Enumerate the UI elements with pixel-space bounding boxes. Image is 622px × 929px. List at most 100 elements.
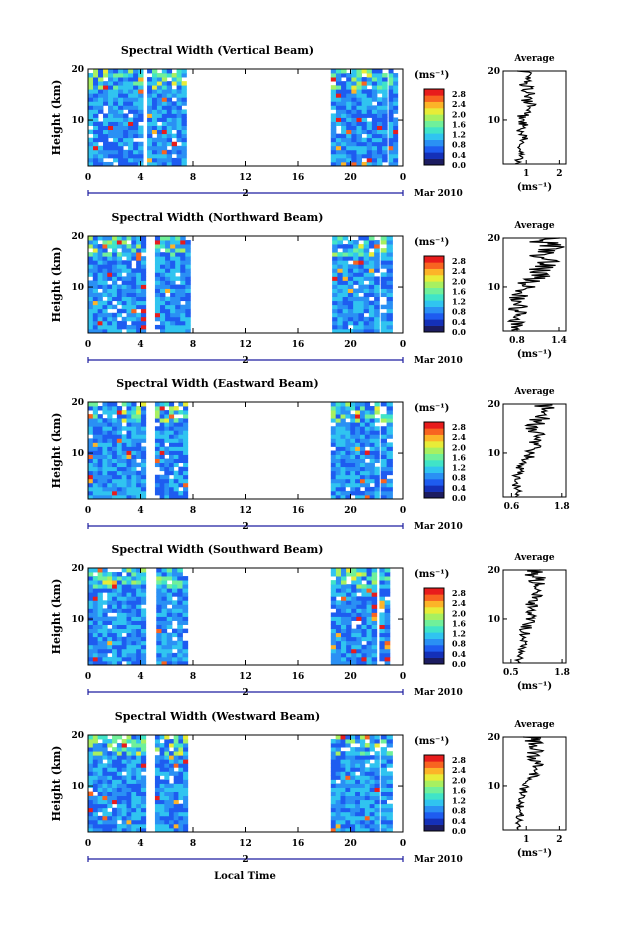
heatmap-cell <box>138 113 144 118</box>
heatmap-cell <box>177 604 183 609</box>
heatmap-cell <box>131 624 137 630</box>
heatmap-cell <box>116 414 123 419</box>
heatmap-cell <box>97 632 103 638</box>
heatmap-cell <box>102 652 108 658</box>
heatmap-cell <box>165 276 171 281</box>
heatmap-cell <box>121 482 127 488</box>
heatmap-cell <box>171 89 177 94</box>
heatmap-cell <box>340 410 346 415</box>
heatmap-cell <box>97 256 103 261</box>
heatmap-cell <box>386 743 393 748</box>
heatmap-cell <box>358 316 365 322</box>
heatmap-cell <box>337 280 344 285</box>
heatmap-cell <box>126 771 132 776</box>
heatmap-cell <box>108 141 114 147</box>
heatmap-cell <box>107 256 113 261</box>
heatmap-cell <box>175 236 181 241</box>
heatmap-cell <box>380 791 387 797</box>
heatmap-cell <box>166 129 173 135</box>
heatmap-cell <box>380 823 387 829</box>
heatmap-cell <box>92 320 99 326</box>
heatmap-cell <box>185 320 191 326</box>
heatmap-cell <box>170 320 176 326</box>
heatmap-cell <box>107 478 113 484</box>
heatmap-cell <box>374 288 380 293</box>
heatmap-cell <box>374 803 380 809</box>
heatmap-cell <box>379 588 386 593</box>
heatmap-cell <box>97 260 103 265</box>
heatmap-cell <box>356 596 362 601</box>
heatmap-cell <box>361 105 368 110</box>
heatmap-cell <box>330 807 337 813</box>
heatmap-cell <box>371 624 378 630</box>
heatmap-cell <box>166 592 173 597</box>
heatmap-cell <box>107 300 113 306</box>
heatmap-cell <box>133 81 139 86</box>
heatmap-cell <box>346 81 352 86</box>
heatmap-cell <box>161 636 168 642</box>
heatmap-cell <box>355 755 361 760</box>
heatmap-cell <box>361 113 368 118</box>
heatmap-cell <box>353 256 359 261</box>
heatmap-cell <box>88 418 94 423</box>
heatmap-cell <box>102 612 108 617</box>
heatmap-cell <box>102 799 108 805</box>
heatmap-cell <box>92 422 99 427</box>
heatmap-cell <box>136 735 142 740</box>
heatmap-cell <box>359 799 366 805</box>
heatmap-cell <box>166 81 173 86</box>
heatmap-cell <box>388 89 394 94</box>
heatmap-cell <box>369 779 375 784</box>
heatmap-cell <box>92 240 99 245</box>
heatmap-cell <box>112 466 118 472</box>
heatmap-cell <box>154 324 161 330</box>
heatmap-cell <box>330 656 337 662</box>
colorbar-tick-label: 2.4 <box>452 99 466 109</box>
heatmap-cell <box>345 466 351 472</box>
heatmap-cell <box>380 264 387 269</box>
heatmap-cell <box>386 320 393 326</box>
heatmap-cell <box>147 153 153 159</box>
heatmap-cell <box>131 803 137 809</box>
heatmap-cell <box>366 77 373 82</box>
heatmap-cell <box>388 121 394 126</box>
heatmap-cell <box>121 450 127 455</box>
heatmap-cell <box>346 125 352 131</box>
heatmap-cell <box>133 105 139 110</box>
heatmap-cell <box>345 454 351 459</box>
heatmap-cell <box>347 292 354 298</box>
heatmap-cell <box>335 430 341 435</box>
heatmap-cell <box>330 153 337 159</box>
heatmap-cell <box>140 248 147 253</box>
heatmap-cell <box>131 656 137 662</box>
heatmap-cell <box>112 763 118 768</box>
heatmap-cell <box>369 470 375 476</box>
heatmap-cell <box>335 608 342 613</box>
heatmap-cell <box>379 640 386 646</box>
heatmap-cell <box>159 490 165 496</box>
heatmap-cell <box>359 763 366 768</box>
heatmap-cell <box>177 652 183 658</box>
heatmap-cell <box>182 620 189 625</box>
heatmap-cell <box>160 236 166 241</box>
heatmap-cell <box>165 240 171 245</box>
colorbar-tick-label: 0.0 <box>452 160 466 170</box>
heatmap-cell <box>335 434 341 439</box>
heatmap-cell <box>102 795 108 801</box>
heatmap-cell <box>374 284 380 289</box>
heatmap-cell <box>166 608 173 613</box>
heatmap-cell <box>154 292 161 298</box>
heatmap-cell <box>151 129 158 135</box>
heatmap-cell <box>107 819 113 825</box>
heatmap-cell <box>382 129 388 135</box>
heatmap-cell <box>161 596 168 601</box>
heatmap-cell <box>107 799 113 805</box>
heatmap-cell <box>136 819 142 825</box>
heatmap-cell <box>116 644 123 650</box>
heatmap-cell <box>169 827 175 833</box>
heatmap-cell <box>345 751 351 756</box>
heatmap-cell <box>176 89 182 94</box>
heatmap-cell <box>342 308 349 314</box>
heatmap-cell <box>185 300 191 306</box>
heatmap-cell <box>181 121 187 126</box>
